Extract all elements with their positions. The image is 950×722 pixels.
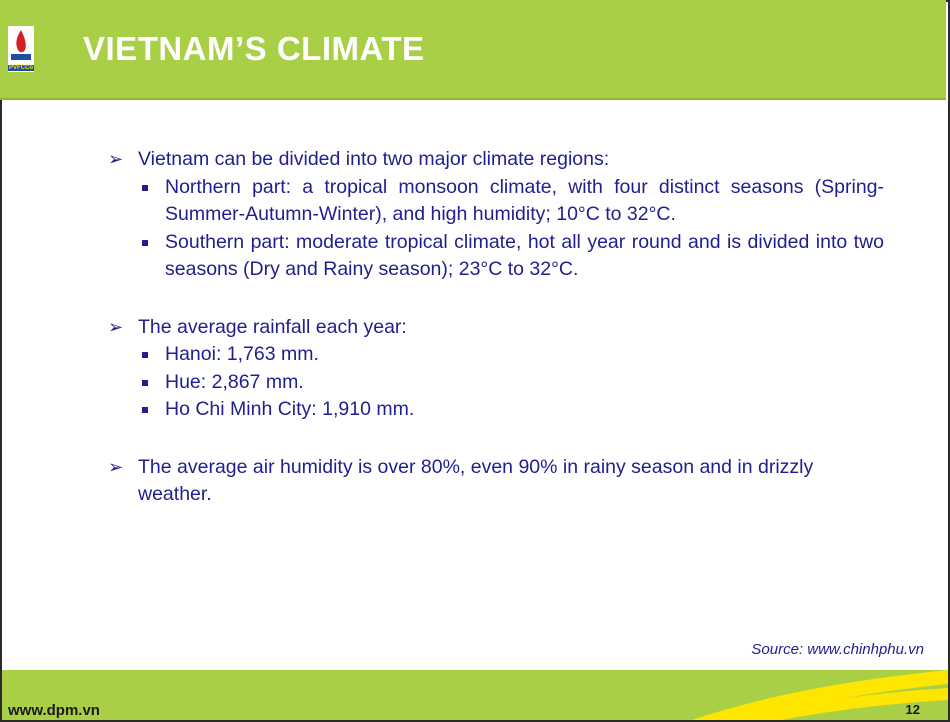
sub-bullet: Southern part: moderate tropical climate… bbox=[108, 229, 884, 284]
section: The average rainfall each year:Hanoi: 1,… bbox=[108, 314, 884, 424]
header: PVFCCo VIETNAM’S CLIMATE bbox=[0, 0, 946, 100]
logo-icon bbox=[11, 30, 31, 60]
content: Vietnam can be divided into two major cl… bbox=[108, 146, 884, 539]
source: Source: www.chinhphu.vn bbox=[751, 641, 924, 658]
section: The average air humidity is over 80%, ev… bbox=[108, 454, 884, 509]
sub-bullet: Hue: 2,867 mm. bbox=[108, 369, 884, 397]
slide-title: VIETNAM’S CLIMATE bbox=[83, 30, 425, 67]
logo: PVFCCo bbox=[8, 26, 34, 72]
bullet: The average air humidity is over 80%, ev… bbox=[108, 454, 884, 509]
bullet: The average rainfall each year: bbox=[108, 314, 884, 342]
footer-site: www.dpm.vn bbox=[8, 702, 100, 719]
sub-bullet: Ho Chi Minh City: 1,910 mm. bbox=[108, 396, 884, 424]
sub-bullet: Northern part: a tropical monsoon climat… bbox=[108, 174, 884, 229]
footer: www.dpm.vn 12 bbox=[2, 670, 948, 720]
sub-bullet: Hanoi: 1,763 mm. bbox=[108, 341, 884, 369]
logo-text: PVFCCo bbox=[8, 65, 34, 71]
section: Vietnam can be divided into two major cl… bbox=[108, 146, 884, 284]
footer-swoosh bbox=[692, 670, 948, 720]
bullet: Vietnam can be divided into two major cl… bbox=[108, 146, 884, 174]
page-number: 12 bbox=[905, 702, 920, 717]
